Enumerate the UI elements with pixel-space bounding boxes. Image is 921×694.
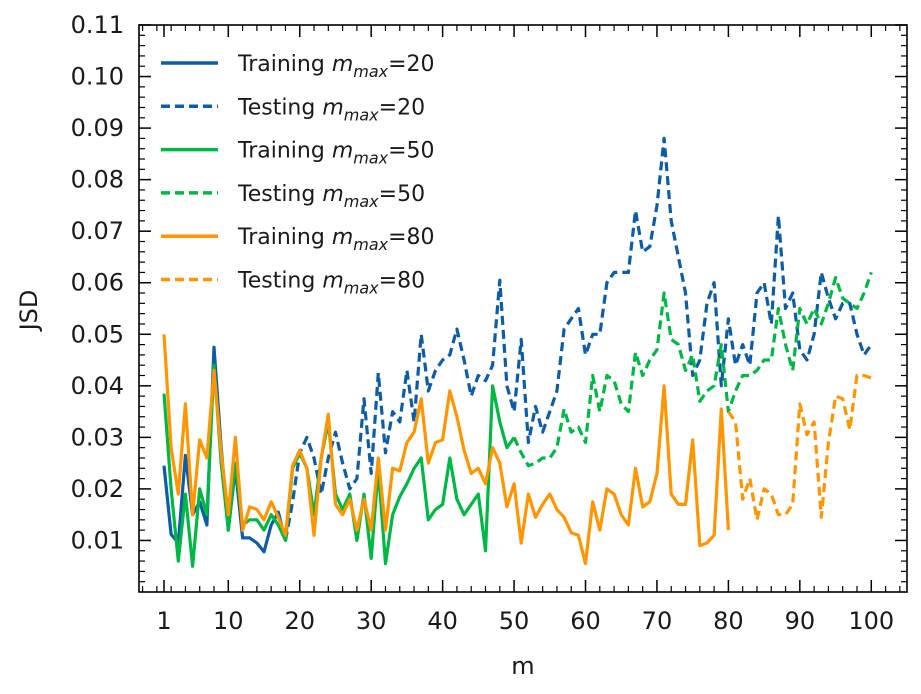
y-tick-label: 0.02 — [71, 475, 124, 503]
y-tick-label: 0.07 — [71, 217, 124, 245]
x-tick-label: 30 — [356, 607, 387, 635]
x-tick-label: 50 — [499, 607, 530, 635]
y-tick-label: 0.05 — [71, 320, 124, 348]
x-tick-label: 1 — [156, 607, 171, 635]
y-tick-label: 0.10 — [71, 63, 124, 91]
series-line-3 — [512, 271, 873, 468]
y-axis-title: JSD — [15, 290, 43, 333]
x-axis-title: m — [511, 652, 534, 680]
x-tick-label: 60 — [570, 607, 601, 635]
y-tick-label: 0.01 — [71, 526, 124, 554]
y-tick-label: 0.09 — [71, 114, 124, 142]
series-line-4 — [162, 334, 730, 566]
legend-label: Testing mmax=50 — [237, 182, 425, 211]
plot-frame — [138, 24, 908, 593]
series-layer — [162, 136, 873, 568]
series-line-5 — [727, 373, 872, 522]
y-tick-label: 0.11 — [71, 11, 124, 39]
x-tick-label: 10 — [213, 607, 244, 635]
legend-label: Testing mmax=20 — [237, 95, 425, 124]
x-tick-label: 20 — [284, 607, 315, 635]
series-line-1 — [283, 136, 873, 541]
legend-label: Training mmax=50 — [237, 139, 435, 168]
y-tick-label: 0.06 — [71, 269, 124, 297]
legend-label: Training mmax=20 — [237, 52, 435, 81]
x-tick-label: 40 — [427, 607, 458, 635]
x-tick-label: 90 — [785, 607, 816, 635]
y-tick-label: 0.04 — [71, 372, 124, 400]
y-tick-label: 0.03 — [71, 423, 124, 451]
axes-layer: 1 10 20 30 40 50 60 70 80 90 100 0.01 0.02 0.03 0.04 0.… — [71, 11, 908, 635]
x-tick-label: 80 — [713, 607, 744, 635]
legend-label: Training mmax=80 — [237, 225, 435, 254]
x-tick-label: 70 — [642, 607, 673, 635]
legend: Training mmax=20 Testing mmax=20 Training … — [161, 52, 435, 298]
legend-label: Testing mmax=80 — [237, 269, 425, 298]
y-tick-label: 0.08 — [71, 166, 124, 194]
x-tick-label: 100 — [848, 607, 894, 635]
